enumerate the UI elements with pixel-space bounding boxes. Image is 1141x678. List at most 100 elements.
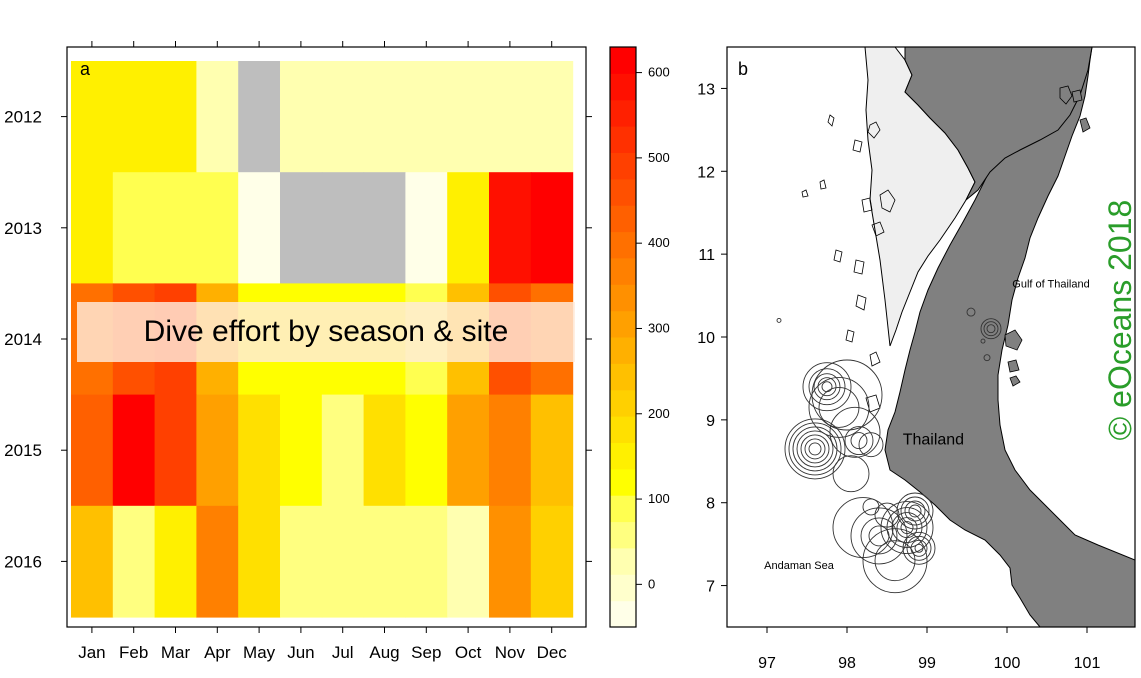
map-label: Thailand	[903, 432, 964, 449]
map-y-tick-label: 9	[706, 413, 715, 430]
heatmap-cell	[196, 172, 239, 284]
heatmap-cell	[447, 172, 490, 284]
dive-site-circle	[832, 455, 870, 493]
heatmap-cell	[321, 505, 365, 618]
y-tick-label: 2012	[4, 108, 42, 127]
colorbar-tick-label: 500	[648, 150, 670, 165]
dive-site-circle	[829, 406, 881, 458]
dive-site-circle	[891, 512, 923, 544]
heatmap-cell	[196, 61, 239, 173]
heatmap-cell	[71, 61, 114, 173]
heatmap-cell	[280, 505, 323, 618]
colorbar-segment	[610, 99, 636, 127]
x-tick-label: Aug	[369, 643, 399, 662]
heatmap-cell	[405, 505, 448, 618]
heatmap-cell	[196, 505, 239, 618]
heatmap-cell	[530, 61, 574, 173]
colorbar-segment	[610, 257, 636, 285]
dive-site-circle	[966, 307, 976, 317]
colorbar-segment	[610, 284, 636, 312]
dive-site-circle	[986, 324, 996, 334]
heatmap-cell	[363, 394, 406, 507]
heatmap-cell	[112, 172, 156, 284]
x-tick-label: Jun	[287, 643, 314, 662]
dive-site-circle	[980, 338, 986, 344]
colorbar-segment	[610, 310, 636, 338]
dive-site-circles	[776, 307, 1002, 594]
map-x-tick-label: 99	[918, 655, 936, 672]
dive-site-circle	[808, 376, 870, 438]
heatmap-cell	[321, 172, 365, 284]
map-label: Gulf of Thailand	[1012, 278, 1089, 290]
dive-site-circle	[811, 359, 883, 431]
map-y-tick-label: 13	[697, 81, 715, 98]
panel-b-label: b	[738, 59, 748, 79]
map-axes: 97 98 99 100 101 7 8 9 10 11 12 13	[697, 81, 1100, 672]
dive-site-circle	[980, 318, 1002, 340]
heatmap-cell	[71, 394, 114, 507]
x-tick-label: Dec	[537, 643, 568, 662]
dive-site-circle	[868, 525, 890, 547]
heatmap-cell	[489, 172, 532, 284]
colorbar-segment	[610, 47, 636, 74]
x-tick-label: Jan	[78, 643, 105, 662]
colorbar-segment	[610, 126, 636, 153]
dive-site-circle	[862, 498, 880, 516]
x-tick-label: Oct	[455, 643, 482, 662]
heatmap-cell	[112, 394, 156, 507]
dive-site-circle	[808, 368, 846, 406]
dive-site-circle	[983, 321, 999, 337]
heatmap-cell	[363, 61, 406, 173]
dive-site-circle	[800, 434, 830, 464]
heatmap-cell	[154, 172, 197, 284]
colorbar-segment	[610, 389, 636, 417]
colorbar-segment	[610, 495, 636, 523]
dive-site-circle	[850, 432, 868, 450]
dive-site-circle	[902, 531, 936, 565]
map-x-tick-label: 97	[758, 655, 776, 672]
heatmap-cell	[321, 394, 365, 507]
heatmap-frame	[66, 46, 587, 628]
x-tick-label: Mar	[161, 643, 191, 662]
andaman-islands	[801, 114, 896, 413]
x-tick-label: Apr	[204, 643, 231, 662]
colorbar-segment	[610, 416, 636, 443]
heatmap-cell	[405, 172, 448, 284]
heatmap-cell	[196, 394, 239, 507]
colorbar-tick-label: 100	[648, 491, 670, 506]
map-y-tick-label: 10	[697, 330, 715, 347]
dive-site-circle	[821, 381, 833, 393]
heatmap-cell	[530, 172, 574, 284]
thailand-land-shape	[884, 47, 1135, 627]
gulf-islands	[1004, 85, 1091, 387]
dive-site-circle	[900, 496, 930, 526]
dive-site-circle	[908, 504, 922, 518]
heatmap-cell	[447, 505, 490, 618]
colorbar-segment	[610, 337, 636, 364]
x-tick-label: Jul	[332, 643, 354, 662]
colorbar-tick-label: 200	[648, 406, 670, 421]
heatmap-cell	[238, 505, 281, 618]
colorbar-segment	[610, 205, 636, 233]
map-x-tick-label: 100	[994, 655, 1021, 672]
heatmap-cell	[71, 505, 114, 618]
map-y-tick-label: 11	[698, 247, 715, 264]
overlay-title: Dive effort by season & site	[77, 302, 575, 362]
thailand-upper-shape	[904, 47, 1093, 201]
heatmap-cell	[112, 61, 156, 173]
x-tick-label: May	[243, 643, 276, 662]
colorbar-tick-label: 600	[648, 65, 670, 80]
heatmap-cell	[280, 61, 323, 173]
heatmap-cell	[238, 394, 281, 507]
colorbar-segment	[610, 442, 636, 470]
heatmap-cell	[280, 394, 323, 507]
dive-site-circle	[804, 438, 826, 460]
dive-site-circle	[844, 426, 874, 456]
heatmap-cell	[447, 394, 490, 507]
dive-site-circle	[874, 540, 916, 582]
map-y-tick-label: 7	[706, 579, 715, 596]
heatmap-cell	[238, 172, 281, 284]
dive-site-circle	[817, 377, 837, 397]
map-y-tick-label: 8	[706, 496, 715, 513]
